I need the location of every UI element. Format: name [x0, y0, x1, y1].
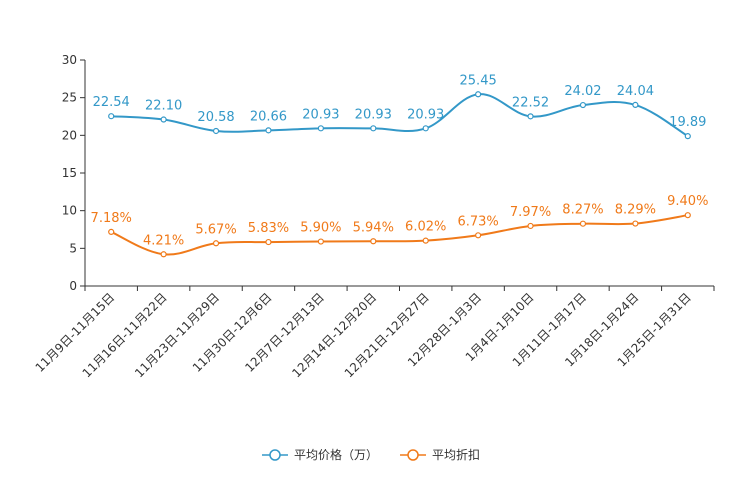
legend-marker	[407, 449, 419, 461]
data-point[interactable]	[265, 238, 272, 246]
data-label: 5.94%	[353, 220, 394, 235]
data-label: 25.45	[460, 73, 497, 88]
data-point[interactable]	[579, 101, 587, 109]
data-label: 6.73%	[457, 214, 498, 229]
data-label: 5.83%	[248, 221, 289, 236]
data-point[interactable]	[265, 127, 272, 134]
data-label: 20.66	[250, 109, 287, 124]
y-tick-label: 25	[62, 91, 77, 105]
x-axis: 11月9日-11月15日11月16日-11月22日11月23日-11月29日11…	[33, 285, 715, 380]
data-label: 19.89	[669, 115, 706, 130]
data-point[interactable]	[684, 133, 691, 140]
y-axis: 0 5 10 15 20 25 30	[62, 53, 86, 293]
data-point[interactable]	[422, 125, 429, 132]
series-layer: 22.54 22.10 20.58 20.66 20.93 20.93 20.93 25.45…	[91, 73, 708, 258]
data-point[interactable]	[579, 220, 587, 227]
data-point[interactable]	[108, 228, 115, 236]
data-point[interactable]	[684, 212, 691, 219]
data-label: 6.02%	[405, 220, 446, 235]
data-point[interactable]	[632, 101, 639, 108]
y-tick-label: 5	[69, 241, 77, 255]
y-tick-label: 30	[62, 53, 77, 67]
data-point[interactable]	[317, 238, 324, 245]
data-label: 5.90%	[300, 221, 341, 236]
legend: 平均价格（万） 平均折扣	[262, 447, 480, 462]
data-label: 20.93	[302, 107, 339, 122]
data-label: 8.27%	[562, 203, 603, 218]
data-label: 20.58	[197, 110, 234, 125]
data-point[interactable]	[370, 125, 377, 132]
data-label: 20.93	[407, 107, 444, 122]
data-point[interactable]	[475, 91, 482, 98]
data-point[interactable]	[212, 240, 220, 247]
y-tick-label: 15	[62, 166, 77, 180]
legend-label: 平均折扣	[432, 447, 480, 462]
data-label: 22.54	[93, 95, 130, 110]
data-point[interactable]	[527, 113, 534, 120]
data-label: 8.29%	[615, 203, 656, 218]
data-point[interactable]	[632, 220, 639, 227]
data-point[interactable]	[160, 116, 167, 123]
data-label: 4.21%	[143, 233, 184, 248]
data-label: 24.04	[617, 84, 654, 99]
data-label: 20.93	[355, 107, 392, 122]
data-label: 7.18%	[91, 211, 132, 226]
y-tick-label: 0	[69, 279, 77, 293]
data-label: 22.10	[145, 99, 182, 114]
y-tick-label: 20	[62, 128, 77, 142]
data-label: 9.40%	[667, 194, 708, 209]
data-label: 5.67%	[195, 222, 236, 237]
legend-item-1[interactable]: 平均价格（万）	[262, 447, 378, 462]
series-1: 22.54 22.10 20.58 20.66 20.93 20.93 20.93 25.45…	[93, 73, 706, 140]
data-point[interactable]	[475, 232, 482, 239]
series-2: 7.18% 4.21% 5.67% 5.83% 5.90% 5.94% 6.02% 6.73%…	[91, 194, 708, 258]
legend-marker	[269, 449, 281, 461]
legend-label: 平均价格（万）	[294, 447, 378, 462]
data-point[interactable]	[317, 125, 324, 132]
data-label: 22.52	[512, 95, 549, 110]
data-label: 7.97%	[510, 205, 551, 220]
data-point[interactable]	[108, 113, 115, 120]
data-point[interactable]	[422, 237, 429, 244]
data-label: 24.02	[564, 84, 601, 99]
data-point[interactable]	[212, 127, 220, 135]
series-line	[110, 214, 688, 256]
y-tick-label: 10	[62, 204, 77, 218]
data-point[interactable]	[527, 222, 534, 230]
data-point[interactable]	[160, 251, 167, 258]
data-point[interactable]	[370, 238, 377, 245]
legend-item-2[interactable]: 平均折扣	[400, 447, 480, 462]
